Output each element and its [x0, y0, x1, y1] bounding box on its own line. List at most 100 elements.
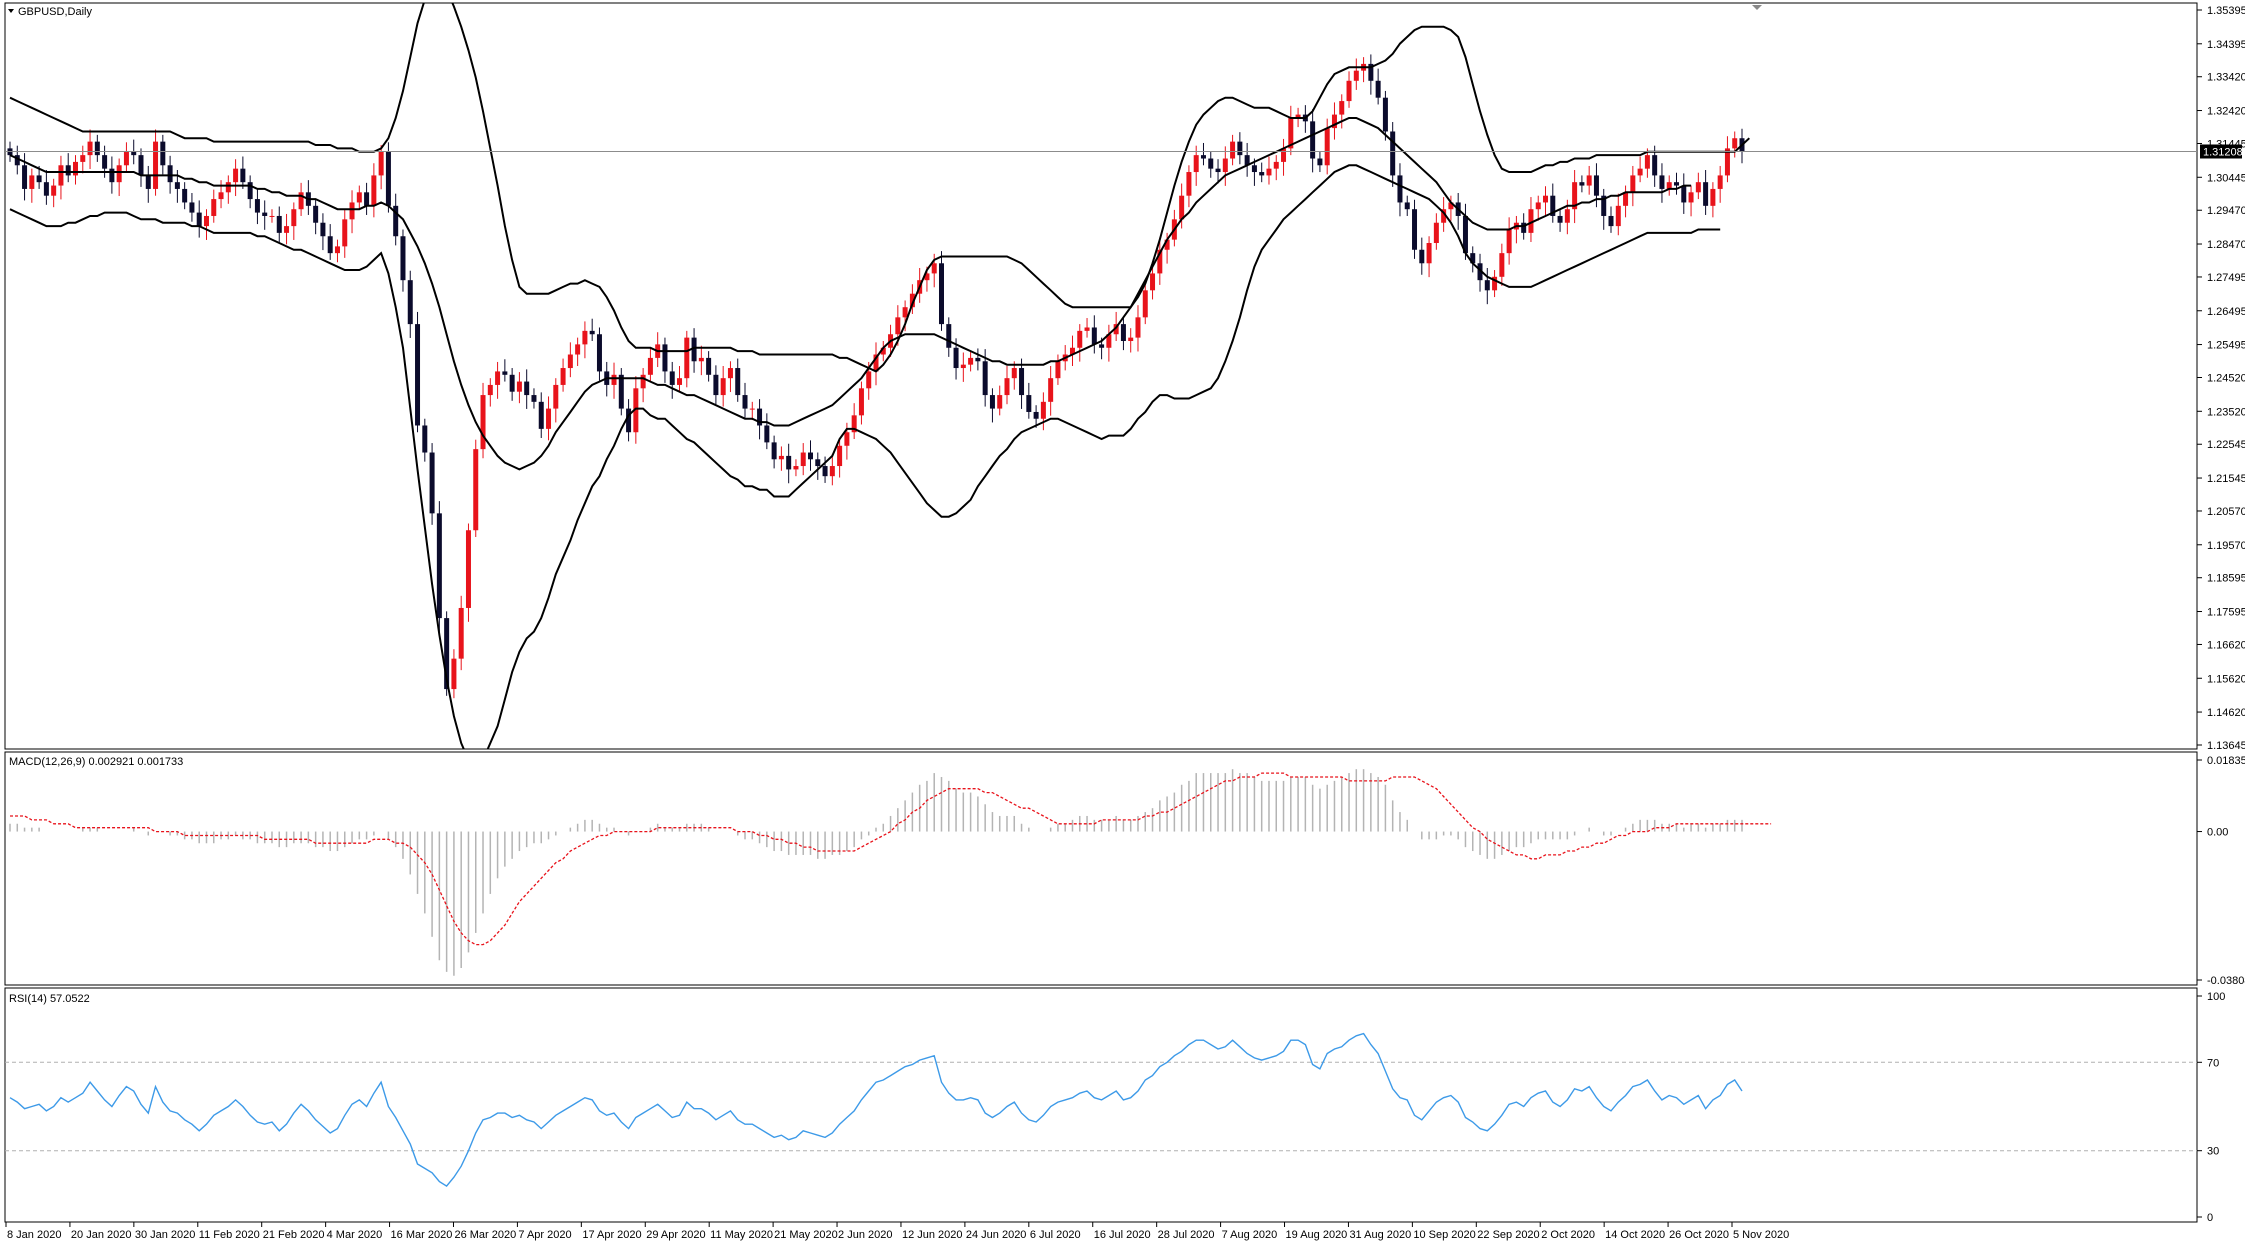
x-axis-label: 26 Oct 2020 [1669, 1229, 1729, 1241]
candle-body [1695, 182, 1701, 193]
candle-body [669, 371, 675, 385]
rsi-axis-label: 70 [2207, 1057, 2219, 1069]
candle-body [684, 337, 690, 379]
candle-body [1310, 121, 1316, 159]
scroll-marker-icon[interactable] [1752, 5, 1762, 10]
candle-body [647, 357, 653, 375]
candle-body [51, 185, 57, 196]
candle-body [65, 165, 71, 176]
price-axis-label: 1.24520 [2207, 373, 2245, 385]
price-axis-label: 1.33420 [2207, 72, 2245, 84]
candle-body [706, 357, 712, 375]
candle-body [1222, 158, 1228, 173]
dropdown-triangle-icon[interactable] [8, 9, 14, 13]
candle-body [851, 415, 857, 433]
candle-body [1572, 182, 1578, 210]
candle-body [298, 192, 304, 210]
candle-body [58, 165, 64, 186]
x-axis-label: 20 Jan 2020 [71, 1229, 132, 1241]
candle-body [371, 175, 377, 206]
candle-body [436, 513, 442, 619]
price-axis-label: 1.19570 [2207, 540, 2245, 552]
candle-body [1564, 209, 1570, 223]
candle-body [582, 330, 588, 345]
candle-body [189, 202, 195, 213]
candle-body [662, 344, 668, 372]
x-axis-label: 21 May 2020 [774, 1229, 838, 1241]
candle-body [203, 215, 209, 227]
rsi-axis-label: 100 [2207, 991, 2225, 1003]
price-axis-label: 1.25495 [2207, 340, 2245, 352]
candle-body [72, 161, 78, 176]
candle-body [364, 192, 370, 206]
candle-body [626, 408, 632, 433]
candle-body [1048, 378, 1054, 402]
price-axis-label: 1.13645 [2207, 740, 2245, 752]
current-price-label: 1.31208 [2203, 146, 2243, 158]
candle-body [327, 236, 333, 254]
x-axis-label: 2 Jun 2020 [838, 1229, 892, 1241]
candle-body [866, 371, 872, 389]
candle-body [233, 168, 239, 183]
candle-body [1644, 155, 1650, 169]
rsi-panel[interactable] [4, 987, 2198, 1223]
candle-body [902, 307, 908, 318]
price-axis-label: 1.14620 [2207, 707, 2245, 719]
candle-body [247, 182, 253, 200]
candle-body [1470, 253, 1476, 264]
x-axis-label: 2 Oct 2020 [1541, 1229, 1595, 1241]
candle-body [1346, 80, 1352, 102]
candle-body [1506, 229, 1512, 254]
candle-body [153, 141, 159, 189]
candle-body [953, 347, 959, 369]
price-axis-label: 1.29470 [2207, 205, 2245, 217]
candle-body [1019, 368, 1025, 396]
candle-body [1055, 361, 1061, 379]
candle-body [269, 215, 275, 217]
candle-body [1630, 175, 1636, 193]
candle-body [131, 151, 137, 156]
candle-body [1441, 209, 1447, 223]
bollinger-middle-line [9, 117, 1692, 471]
candle-body [123, 151, 129, 166]
macd-panel-title: MACD(12,26,9) 0.002921 0.001733 [9, 756, 183, 768]
candle-body [1543, 195, 1549, 203]
price-axis-label: 1.18595 [2207, 573, 2245, 585]
price-axis-label: 1.23520 [2207, 406, 2245, 418]
candle-body [1128, 337, 1134, 342]
candle-body [946, 324, 952, 348]
x-axis-label: 21 Feb 2020 [263, 1229, 325, 1241]
candle-body [102, 155, 108, 169]
candle-body [1615, 205, 1621, 227]
price-panel-title: GBPUSD,Daily [18, 6, 92, 18]
candle-body [14, 155, 20, 166]
candle-body [909, 293, 915, 308]
candle-body [1193, 155, 1199, 173]
candle-body [1382, 97, 1388, 132]
macd-panel[interactable] [4, 751, 2198, 986]
candle-body [575, 344, 581, 355]
candle-body [109, 168, 115, 183]
candle-body [1652, 155, 1658, 176]
candle-body [495, 371, 501, 385]
candle-body [531, 395, 537, 402]
candle-body [596, 334, 602, 372]
price-axis-label: 1.27495 [2207, 272, 2245, 284]
price-axis-label: 1.30445 [2207, 172, 2245, 184]
candle-body [254, 199, 260, 213]
candle-body [36, 175, 42, 183]
price-panel[interactable] [4, 2, 2198, 750]
candle-body [1448, 202, 1454, 210]
rsi-axis-label: 30 [2207, 1146, 2219, 1158]
candle-body [1215, 168, 1221, 173]
candle-body [465, 530, 471, 608]
candle-body [138, 155, 144, 176]
candle-body [1230, 141, 1236, 159]
candle-body [1288, 117, 1294, 149]
candle-body [429, 452, 435, 514]
candle-body [1273, 161, 1279, 169]
candle-body [1659, 175, 1665, 189]
candle-body [182, 188, 188, 203]
candle-body [80, 155, 86, 162]
